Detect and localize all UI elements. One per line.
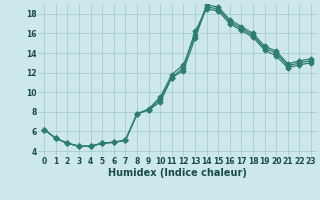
X-axis label: Humidex (Indice chaleur): Humidex (Indice chaleur) [108, 168, 247, 178]
